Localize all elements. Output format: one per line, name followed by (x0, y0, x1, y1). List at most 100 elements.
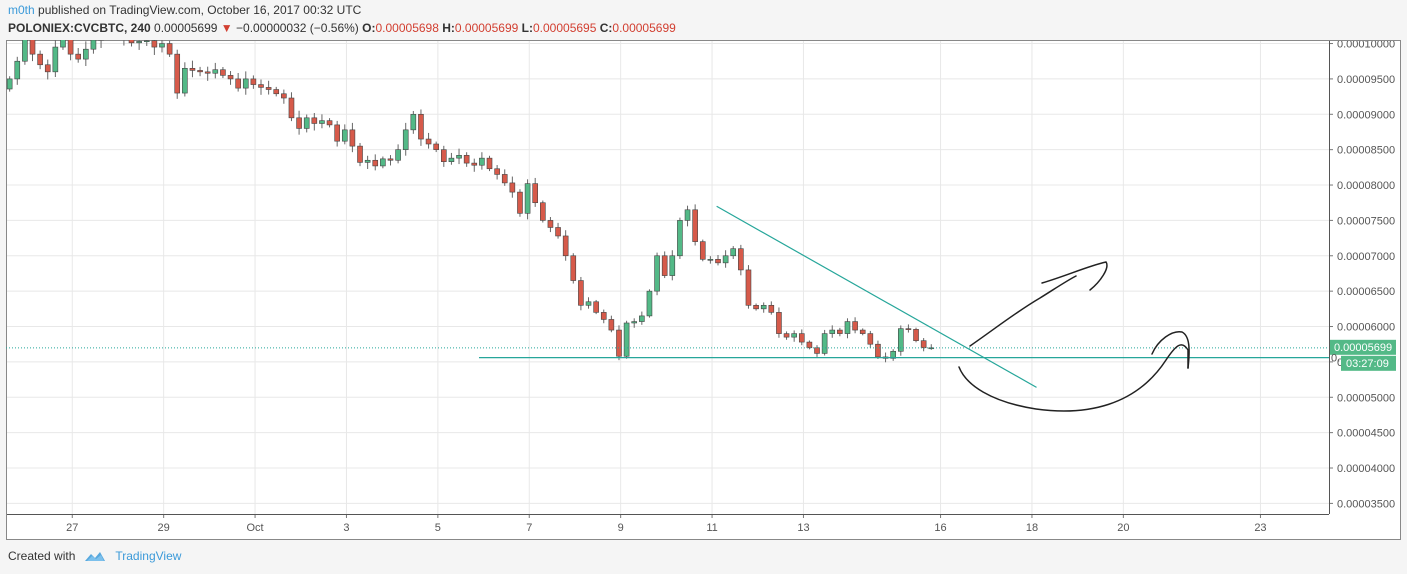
author-link[interactable]: m0th (8, 3, 35, 17)
open-value: 0.00005698 (375, 21, 439, 35)
candle-up (646, 290, 653, 317)
candle-up (844, 321, 851, 334)
published-text: published on TradingView.com, October 16… (34, 3, 362, 17)
candle-down (509, 182, 516, 193)
candle-up (791, 333, 797, 338)
candle-down (745, 269, 752, 306)
drawn-arrowhead-up (1041, 261, 1108, 291)
candle-down (562, 235, 569, 257)
x-tick-label: 23 (1254, 522, 1266, 534)
candle-up (677, 220, 683, 257)
candle-down (425, 138, 432, 145)
candle-up (897, 328, 904, 352)
candle-down (220, 69, 226, 76)
y-tick-label: 0.00007000 (1337, 251, 1395, 263)
candle-down (311, 117, 318, 124)
candle-down (768, 304, 775, 313)
price-change: −0.00000032 (−0.56%) (236, 21, 359, 35)
chart-background (6, 40, 1401, 540)
candle-down (532, 183, 539, 204)
candle-up (14, 60, 21, 80)
candle-up (722, 255, 729, 264)
y-tick-label: 0.00005000 (1337, 392, 1395, 404)
x-tick-label: 29 (158, 522, 170, 534)
candle-down (806, 341, 813, 349)
chart-border (6, 40, 1401, 540)
y-tick-label: 0.00008000 (1337, 180, 1395, 192)
candle-down (859, 329, 866, 334)
candle-down (372, 159, 379, 167)
x-tick-label: 5 (435, 522, 441, 534)
x-tick-label: 11 (706, 522, 717, 534)
candle-down (501, 174, 508, 184)
candle-up (707, 259, 714, 261)
last-price: 0.00005699 (154, 21, 218, 35)
price-chart[interactable]: 0.00010000 0.00009500 0.00009000 0.00008500… (6, 40, 1401, 540)
candle-down (44, 64, 51, 73)
low-label: L: (521, 21, 533, 35)
candle-down (75, 53, 82, 60)
x-tick-label: 18 (1026, 522, 1038, 534)
support-tick-label: 0. (1331, 353, 1340, 365)
x-tick-label: Oct (246, 522, 263, 534)
candle-down (905, 328, 912, 330)
candle-down (494, 168, 500, 175)
tradingview-link[interactable]: TradingView (115, 549, 182, 563)
candle-down (578, 280, 584, 306)
x-tick-label: 16 (934, 522, 946, 534)
candle-down (783, 333, 790, 338)
candle-down (265, 87, 272, 90)
candle-up (524, 183, 531, 214)
candle-down (517, 191, 523, 214)
candle-up (639, 315, 645, 322)
candle-up (6, 78, 13, 90)
candle-down (593, 301, 599, 313)
candle-down (570, 255, 577, 281)
last-price-tag-label: 0.00005699 (1334, 342, 1392, 354)
candle-down (920, 340, 927, 349)
candles-group (6, 40, 935, 363)
candle-down (661, 255, 668, 276)
candle-up (760, 304, 767, 310)
candle-up (623, 322, 630, 357)
x-tick-label: 7 (526, 522, 532, 534)
candle-up (448, 157, 455, 162)
candle-up (341, 129, 348, 142)
candle-down (288, 97, 295, 119)
x-tick-label: 20 (1117, 522, 1129, 534)
candle-down (235, 78, 241, 89)
down-arrow-icon: ▼ (220, 21, 233, 35)
candle-down (37, 53, 43, 66)
candle-up (410, 113, 417, 131)
candle-up (890, 350, 896, 359)
candle-down (151, 40, 158, 48)
candle-down (433, 143, 439, 150)
candle-down (166, 43, 173, 55)
candle-down (258, 84, 264, 88)
candle-down (227, 75, 234, 80)
symbol-name: POLONIEX:CVCBTC, 240 (8, 21, 151, 35)
drawn-curve-hook (1151, 331, 1190, 369)
publish-line: m0th published on TradingView.com, Octob… (8, 3, 361, 17)
candle-up (631, 321, 638, 324)
candle-down (486, 157, 493, 170)
candle-down (189, 67, 196, 71)
candle-up (242, 78, 249, 89)
candle-up (319, 120, 325, 124)
candle-up (684, 209, 691, 221)
footer: Created with TradingView (8, 549, 181, 563)
created-with-text: Created with (8, 549, 76, 563)
candle-down (128, 40, 135, 44)
tradingview-cloud-icon (85, 552, 106, 561)
candle-down (357, 145, 363, 163)
candle-down (798, 333, 805, 343)
candle-up (143, 40, 150, 43)
candle-down (326, 120, 333, 126)
candle-down (867, 333, 874, 345)
y-tick-label: 0.00006500 (1337, 286, 1395, 298)
y-tick-label: 0.00006000 (1337, 322, 1395, 334)
price-scale-background (1329, 40, 1401, 540)
countdown-label: 03:27:09 (1346, 358, 1389, 370)
candle-up (730, 248, 737, 257)
candle-down (67, 40, 74, 55)
